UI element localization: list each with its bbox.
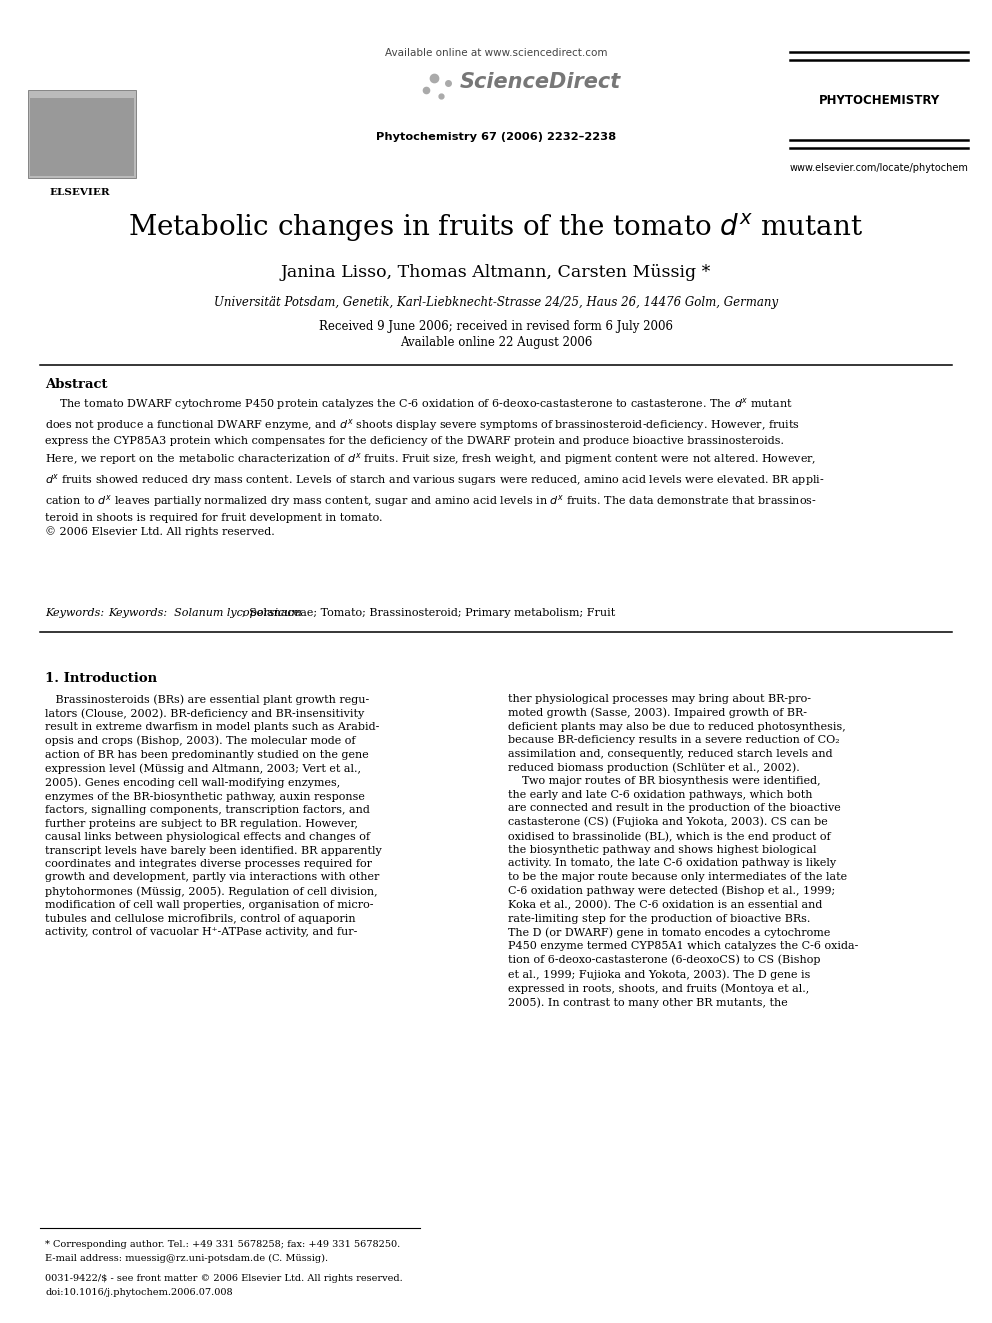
- Text: Available online at www.sciencedirect.com: Available online at www.sciencedirect.co…: [385, 48, 607, 58]
- Text: Brassinosteroids (BRs) are essential plant growth regu-
lators (Clouse, 2002). B: Brassinosteroids (BRs) are essential pla…: [45, 695, 382, 937]
- Text: Janina Lisso, Thomas Altmann, Carsten Müssig *: Janina Lisso, Thomas Altmann, Carsten Mü…: [281, 265, 711, 280]
- Text: Available online 22 August 2006: Available online 22 August 2006: [400, 336, 592, 349]
- Text: Received 9 June 2006; received in revised form 6 July 2006: Received 9 June 2006; received in revise…: [319, 320, 673, 333]
- Text: ther physiological processes may bring about BR-pro-
moted growth (Sasse, 2003).: ther physiological processes may bring a…: [508, 695, 858, 1008]
- Text: www.elsevier.com/locate/phytochem: www.elsevier.com/locate/phytochem: [790, 163, 968, 173]
- Text: 0031-9422/$ - see front matter © 2006 Elsevier Ltd. All rights reserved.: 0031-9422/$ - see front matter © 2006 El…: [45, 1274, 403, 1283]
- Text: Metabolic changes in fruits of the tomato $d^{x}$ mutant: Metabolic changes in fruits of the tomat…: [128, 212, 864, 245]
- Text: * Corresponding author. Tel.: +49 331 5678258; fax: +49 331 5678250.: * Corresponding author. Tel.: +49 331 56…: [45, 1240, 400, 1249]
- Text: doi:10.1016/j.phytochem.2006.07.008: doi:10.1016/j.phytochem.2006.07.008: [45, 1289, 233, 1297]
- Text: ; Solanaceae; Tomato; Brassinosteroid; Primary metabolism; Fruit: ; Solanaceae; Tomato; Brassinosteroid; P…: [242, 609, 615, 618]
- Text: ScienceDirect: ScienceDirect: [460, 71, 621, 93]
- Bar: [30, 98, 134, 176]
- Text: Universität Potsdam, Genetik, Karl-Liebknecht-Strasse 24/25, Haus 26, 14476 Golm: Universität Potsdam, Genetik, Karl-Liebk…: [214, 296, 778, 310]
- Text: PHYTOCHEMISTRY: PHYTOCHEMISTRY: [818, 94, 939, 107]
- Text: The tomato DWARF cytochrome P450 protein catalyzes the C-6 oxidation of 6-deoxo-: The tomato DWARF cytochrome P450 protein…: [45, 396, 824, 537]
- Text: E-mail address: muessig@rz.uni-potsdam.de (C. Müssig).: E-mail address: muessig@rz.uni-potsdam.d…: [45, 1254, 328, 1263]
- Text: 1. Introduction: 1. Introduction: [45, 672, 157, 685]
- Text: Abstract: Abstract: [45, 378, 107, 392]
- Text: Phytochemistry 67 (2006) 2232–2238: Phytochemistry 67 (2006) 2232–2238: [376, 132, 616, 142]
- Text: ELSEVIER: ELSEVIER: [50, 188, 110, 197]
- Text: Keywords:  Solanum lycopersicum: Keywords: Solanum lycopersicum: [108, 609, 302, 618]
- Bar: [28, 90, 136, 179]
- Text: Keywords:: Keywords:: [45, 609, 111, 618]
